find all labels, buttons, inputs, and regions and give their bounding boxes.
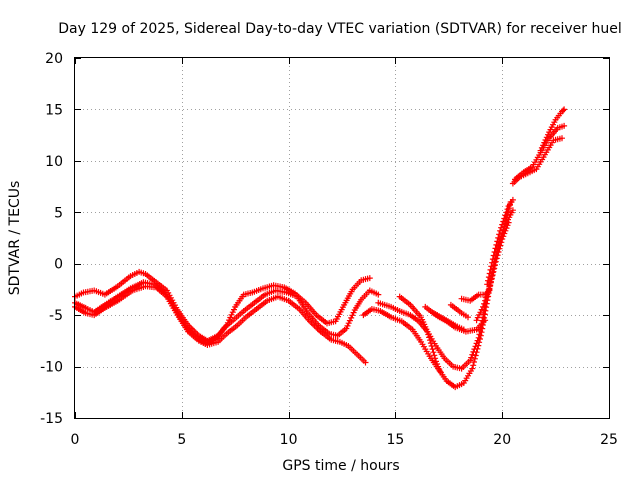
- data-markers: [375, 207, 516, 372]
- y-tick-label: 20: [45, 51, 63, 67]
- x-tick-label: 25: [600, 432, 618, 448]
- y-axis-label: SDTVAR / TECUs: [7, 181, 23, 296]
- data-markers: [447, 301, 471, 321]
- series-track-11: [473, 219, 512, 324]
- x-tick-label: 10: [280, 432, 298, 448]
- axis-ticks: [75, 58, 610, 419]
- series-track-9: [447, 301, 471, 321]
- series-track-2: [72, 279, 382, 347]
- x-axis-label: GPS time / hours: [282, 458, 399, 474]
- chart-title: Day 129 of 2025, Sidereal Day-to-day VTE…: [58, 21, 621, 37]
- y-tick-label: 15: [45, 102, 63, 118]
- y-tick-label: 10: [45, 154, 63, 170]
- data-markers: [72, 279, 382, 347]
- data-markers: [430, 310, 467, 333]
- series-track-6: [396, 293, 444, 375]
- y-tick-label: 0: [54, 257, 63, 273]
- series-track-15: [537, 106, 568, 154]
- plot-frame: [74, 57, 610, 419]
- y-tick-label: -5: [49, 308, 63, 324]
- series-track-12: [484, 196, 516, 288]
- data-markers: [396, 293, 444, 375]
- series-track-14: [512, 122, 568, 183]
- x-tick-label: 20: [493, 432, 511, 448]
- x-tick-label: 5: [177, 432, 186, 448]
- x-tick-label: 15: [386, 432, 404, 448]
- data-series: [72, 106, 568, 391]
- data-markers: [484, 196, 516, 288]
- y-tick-labels: -15 -10 -5 0 5 10 15 20: [40, 51, 63, 427]
- series-track-8: [430, 310, 467, 333]
- grid-lines: [75, 58, 609, 418]
- data-markers: [473, 219, 512, 324]
- y-tick-label: -15: [40, 411, 63, 427]
- y-tick-label: -10: [40, 360, 63, 376]
- y-tick-label: 5: [54, 205, 63, 221]
- x-tick-label: 0: [71, 432, 80, 448]
- series-track-5: [375, 207, 516, 372]
- data-markers: [512, 122, 568, 183]
- data-markers: [537, 106, 568, 154]
- x-tick-labels: 0 5 10 15 20 25: [71, 432, 618, 448]
